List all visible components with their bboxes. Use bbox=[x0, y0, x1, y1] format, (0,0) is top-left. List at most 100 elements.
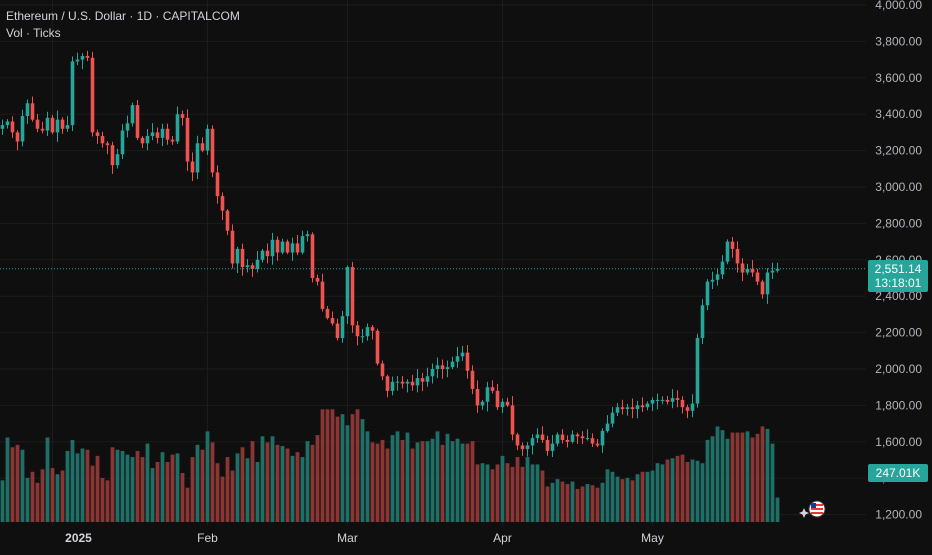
candle[interactable] bbox=[330, 311, 335, 326]
candle[interactable] bbox=[265, 243, 270, 264]
candle[interactable] bbox=[445, 360, 450, 378]
candle[interactable] bbox=[95, 129, 100, 144]
sparkle-icon[interactable] bbox=[799, 508, 809, 518]
candle[interactable] bbox=[650, 397, 655, 411]
candle[interactable] bbox=[255, 251, 260, 273]
candle[interactable] bbox=[600, 428, 605, 453]
candle[interactable] bbox=[565, 435, 570, 448]
candle[interactable] bbox=[735, 241, 740, 273]
candle[interactable] bbox=[370, 325, 375, 340]
candle[interactable] bbox=[645, 401, 650, 411]
candle[interactable] bbox=[575, 432, 580, 444]
candle[interactable] bbox=[475, 380, 480, 413]
candle[interactable] bbox=[315, 274, 320, 286]
volume-badge[interactable]: 247.01K bbox=[868, 464, 928, 482]
candle[interactable] bbox=[540, 426, 545, 443]
candle[interactable] bbox=[25, 99, 30, 124]
candle[interactable] bbox=[80, 53, 85, 70]
candle[interactable] bbox=[550, 434, 555, 458]
candle[interactable] bbox=[100, 131, 105, 148]
candle[interactable] bbox=[300, 230, 305, 255]
candle[interactable] bbox=[310, 232, 315, 283]
candle[interactable] bbox=[460, 345, 465, 361]
candle[interactable] bbox=[405, 379, 410, 393]
candle[interactable] bbox=[740, 258, 745, 282]
candle[interactable] bbox=[185, 109, 190, 171]
candle[interactable] bbox=[400, 375, 405, 389]
candle[interactable] bbox=[680, 396, 685, 414]
candle[interactable] bbox=[170, 136, 175, 145]
candle[interactable] bbox=[60, 117, 65, 134]
candle[interactable] bbox=[420, 372, 425, 392]
candle[interactable] bbox=[110, 141, 115, 174]
candle[interactable] bbox=[525, 442, 530, 457]
candle[interactable] bbox=[210, 125, 215, 178]
candle[interactable] bbox=[595, 438, 600, 448]
candle[interactable] bbox=[585, 429, 590, 441]
candle[interactable] bbox=[700, 299, 705, 345]
volume-indicator-label[interactable]: Vol · Ticks bbox=[6, 26, 61, 40]
candle[interactable] bbox=[325, 306, 330, 320]
candle[interactable] bbox=[580, 431, 585, 445]
candle[interactable] bbox=[245, 258, 250, 273]
candle[interactable] bbox=[350, 261, 355, 333]
candle[interactable] bbox=[75, 52, 80, 66]
candle[interactable] bbox=[290, 237, 295, 261]
candle[interactable] bbox=[765, 268, 770, 304]
candle[interactable] bbox=[45, 111, 50, 137]
flag-icon[interactable] bbox=[808, 500, 826, 518]
candle[interactable] bbox=[655, 393, 660, 410]
candle[interactable] bbox=[180, 110, 185, 126]
candle[interactable] bbox=[70, 56, 75, 132]
candle[interactable] bbox=[5, 119, 10, 129]
candle[interactable] bbox=[270, 232, 275, 265]
candle[interactable] bbox=[30, 96, 35, 122]
candle[interactable] bbox=[495, 383, 500, 411]
candle[interactable] bbox=[535, 428, 540, 443]
candle[interactable] bbox=[555, 432, 560, 447]
candle[interactable] bbox=[720, 255, 725, 279]
candle[interactable] bbox=[715, 268, 720, 286]
candle[interactable] bbox=[280, 238, 285, 255]
candle[interactable] bbox=[465, 345, 470, 379]
candle[interactable] bbox=[685, 404, 690, 419]
candle[interactable] bbox=[590, 433, 595, 447]
candle[interactable] bbox=[760, 279, 765, 299]
candle[interactable] bbox=[230, 224, 235, 269]
candle[interactable] bbox=[225, 209, 230, 236]
candle[interactable] bbox=[415, 369, 420, 393]
candle[interactable] bbox=[450, 356, 455, 370]
candle[interactable] bbox=[395, 375, 400, 391]
candle[interactable] bbox=[50, 114, 55, 135]
candle[interactable] bbox=[200, 137, 205, 153]
candle[interactable] bbox=[745, 263, 750, 275]
candle[interactable] bbox=[470, 365, 475, 395]
candle[interactable] bbox=[320, 273, 325, 312]
candle[interactable] bbox=[490, 380, 495, 394]
candle[interactable] bbox=[570, 430, 575, 444]
candle[interactable] bbox=[620, 399, 625, 415]
candle[interactable] bbox=[160, 123, 165, 147]
candle[interactable] bbox=[155, 127, 160, 144]
candle[interactable] bbox=[635, 400, 640, 419]
candle[interactable] bbox=[340, 310, 345, 343]
candle[interactable] bbox=[660, 396, 665, 405]
candle[interactable] bbox=[605, 415, 610, 433]
candle[interactable] bbox=[750, 260, 755, 277]
candle[interactable] bbox=[440, 359, 445, 379]
candle[interactable] bbox=[380, 360, 385, 381]
candle[interactable] bbox=[610, 406, 615, 428]
candle[interactable] bbox=[105, 141, 110, 155]
candle[interactable] bbox=[85, 50, 90, 62]
candle[interactable] bbox=[770, 262, 775, 280]
candle[interactable] bbox=[135, 99, 140, 141]
candle[interactable] bbox=[755, 269, 760, 286]
symbol-title[interactable]: Ethereum / U.S. Dollar · 1D · CAPITALCOM bbox=[6, 9, 240, 23]
candle[interactable] bbox=[145, 129, 150, 151]
candle[interactable] bbox=[425, 367, 430, 387]
candle[interactable] bbox=[260, 249, 265, 263]
candle[interactable] bbox=[175, 106, 180, 145]
candle[interactable] bbox=[430, 363, 435, 384]
candle[interactable] bbox=[15, 130, 20, 151]
